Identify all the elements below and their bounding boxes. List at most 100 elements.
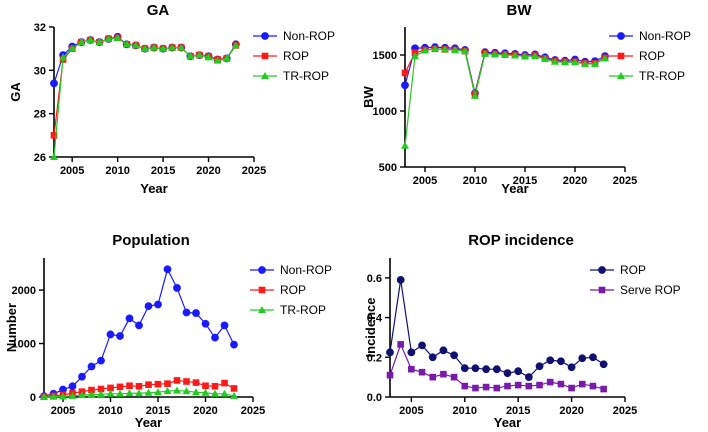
data-point [140,44,149,52]
data-point [428,353,437,362]
data-point [50,153,58,160]
data-point [145,381,152,389]
data-point [182,308,191,317]
y-tick-label: 1000 [12,339,36,351]
data-point [396,275,405,284]
data-point [150,43,158,51]
data-point [589,353,597,362]
data-point [503,369,512,378]
data-point [407,348,416,357]
legend-label: TR-ROP [283,69,329,83]
data-point [220,389,229,397]
data-point [571,58,579,66]
data-point [401,69,409,77]
data-point [87,362,96,371]
x-tick-label: 2005 [413,175,437,187]
x-tick-label: 2020 [563,175,587,187]
y-tick-label: 0 [30,392,36,404]
legend-marker [258,286,266,294]
data-point [421,46,429,54]
data-point [482,365,491,374]
data-point [97,390,105,398]
data-point [461,382,469,390]
data-point [192,388,200,396]
data-point [154,388,162,396]
x-tick-label: 2010 [463,175,487,187]
x-tick-label: 2015 [151,165,175,177]
data-point [86,36,95,43]
data-point [59,392,67,400]
data-point [106,389,115,397]
data-point [183,378,190,385]
data-point [211,333,219,342]
y-tick-label: 500 [379,162,397,174]
data-point [599,360,608,369]
legend-label: Non-ROP [280,263,332,277]
legend-marker [617,32,625,40]
data-point [116,332,124,340]
data-point [491,50,499,58]
x-tick-label: 2015 [513,175,537,187]
legend-marker [258,266,266,274]
data-point [561,58,569,66]
chart-title: GA [147,2,170,19]
data-point [50,132,58,139]
data-point [135,383,143,390]
data-point [504,382,511,390]
series-tr-rop [401,44,609,149]
legend-marker [598,266,606,274]
chart-ga: GA 2005 2010 2015 2020 2025 26 28 30 32 Year GA Non-… [8,2,335,196]
data-point [401,141,409,149]
data-point [221,379,228,387]
data-point [40,392,48,400]
data-point [78,372,86,381]
y-tick-label: 30 [34,65,46,77]
data-point [461,47,469,55]
data-point [222,54,231,62]
data-point [551,57,559,65]
data-point [501,51,509,58]
data-point [514,381,522,389]
data-point [173,386,181,394]
legend-marker [598,286,606,294]
data-point [163,387,172,395]
data-point [177,43,186,51]
data-point [122,40,131,48]
chart-population: Population 2005 2010 2015 2020 2025 0 1000 2000 Y… [4,232,332,430]
data-point [173,377,181,384]
legend-label: Non-ROP [639,29,691,43]
y-tick-label: 0.6 [367,273,382,285]
data-point [401,81,409,90]
data-point [116,389,124,397]
y-tick-label: 1000 [373,106,397,118]
data-point [600,385,607,393]
legend-marker [258,306,266,313]
y-tick-label: 28 [34,109,46,121]
series-serve-rop [386,341,607,393]
data-point [601,54,609,62]
x-axis-label: Year [494,415,521,430]
series-tr-rop [40,386,238,400]
data-point [163,265,172,274]
data-point [493,384,501,392]
x-tick-label: 2010 [453,405,477,417]
y-tick-label: 0.2 [367,352,382,364]
data-point [441,45,449,53]
data-point [568,384,575,392]
data-point [173,284,181,292]
data-point [546,378,554,386]
data-point [524,373,533,382]
data-point [168,43,177,51]
data-point [541,54,549,62]
data-point [408,365,415,373]
data-point [88,386,95,394]
data-point [192,379,200,386]
data-point [213,56,222,64]
data-point [525,382,533,390]
legend-marker [617,52,625,60]
data-point [50,79,58,88]
data-point [557,380,565,388]
data-point [514,367,523,376]
legend-label: ROP [620,263,646,277]
